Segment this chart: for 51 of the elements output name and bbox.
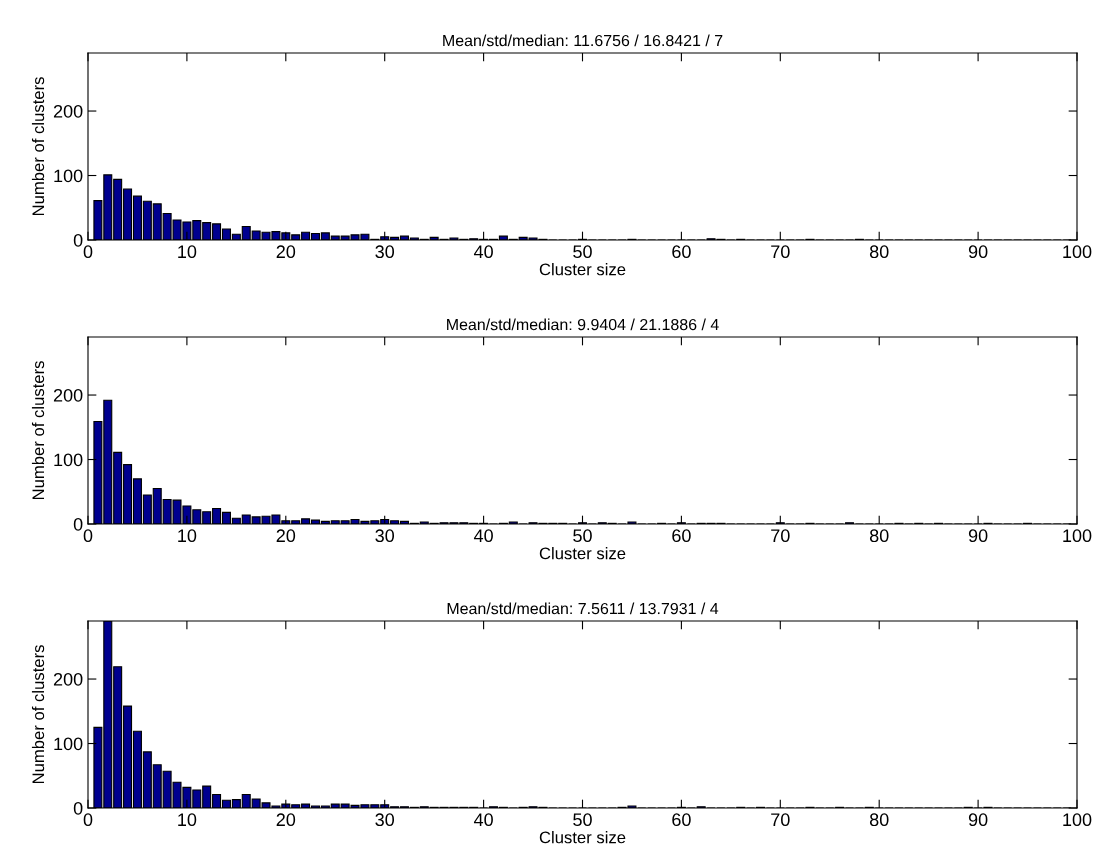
x-tick-label: 30 bbox=[375, 245, 395, 259]
x-tick-label: 60 bbox=[672, 245, 691, 259]
x-tick-label: 100 bbox=[1063, 529, 1092, 543]
x-tick-label: 10 bbox=[178, 813, 197, 827]
x-tick-label: 90 bbox=[968, 245, 988, 259]
x-tick-label: 40 bbox=[473, 813, 493, 827]
x-axis-title: Cluster size bbox=[539, 263, 626, 276]
y-tick-label: 0 bbox=[73, 233, 83, 247]
x-tick-label: 80 bbox=[869, 245, 889, 259]
chart-title: Mean/std/median: 7.5611 / 13.7931 / 4 bbox=[447, 602, 719, 615]
x-tick-label: 100 bbox=[1063, 245, 1092, 259]
x-tick-label: 0 bbox=[83, 529, 93, 543]
x-tick-label: 30 bbox=[375, 529, 395, 543]
x-tick-label: 80 bbox=[869, 529, 889, 543]
y-tick-label: 200 bbox=[53, 672, 83, 686]
chart-title: Mean/std/median: 9.9404 / 21.1886 / 4 bbox=[447, 318, 719, 331]
x-tick-label: 50 bbox=[573, 245, 592, 259]
x-tick-label: 60 bbox=[672, 813, 691, 827]
x-tick-label: 50 bbox=[573, 529, 592, 543]
y-axis-title: Number of clusters bbox=[31, 645, 45, 784]
x-tick-label: 70 bbox=[771, 529, 790, 543]
x-tick-label: 70 bbox=[771, 813, 790, 827]
x-tick-label: 20 bbox=[276, 813, 296, 827]
chart-title: Mean/std/median: 11.6756 / 16.8421 / 7 bbox=[443, 34, 723, 47]
x-tick-label: 40 bbox=[473, 245, 493, 259]
x-tick-label: 20 bbox=[276, 245, 296, 259]
x-axis-title: Cluster size bbox=[539, 547, 626, 560]
y-tick-label: 100 bbox=[54, 453, 83, 467]
x-tick-label: 10 bbox=[178, 529, 197, 543]
x-tick-label: 70 bbox=[771, 245, 790, 259]
x-tick-label: 0 bbox=[83, 813, 93, 827]
y-tick-label: 200 bbox=[53, 388, 83, 402]
x-tick-label: 50 bbox=[573, 813, 592, 827]
x-tick-label: 0 bbox=[83, 245, 93, 259]
y-tick-label: 0 bbox=[73, 517, 83, 531]
x-axis-title: Cluster size bbox=[539, 831, 626, 844]
y-axis-title: Number of clusters bbox=[31, 77, 45, 216]
x-tick-label: 20 bbox=[276, 529, 296, 543]
y-axis-title: Number of clusters bbox=[31, 361, 45, 500]
x-tick-label: 40 bbox=[473, 529, 493, 543]
x-tick-label: 100 bbox=[1063, 813, 1092, 827]
x-tick-label: 10 bbox=[178, 245, 197, 259]
y-tick-label: 100 bbox=[54, 169, 83, 183]
y-tick-label: 200 bbox=[53, 104, 83, 118]
x-tick-label: 90 bbox=[968, 529, 988, 543]
x-tick-label: 80 bbox=[869, 813, 889, 827]
x-tick-label: 60 bbox=[672, 529, 691, 543]
x-tick-label: 90 bbox=[968, 813, 988, 827]
y-tick-label: 0 bbox=[73, 801, 83, 815]
x-tick-label: 30 bbox=[375, 813, 395, 827]
y-tick-label: 100 bbox=[54, 737, 83, 751]
